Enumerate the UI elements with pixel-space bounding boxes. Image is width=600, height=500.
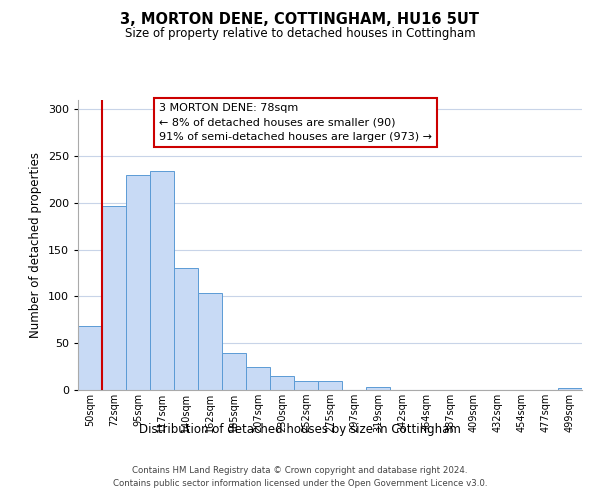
Text: 3 MORTON DENE: 78sqm
← 8% of detached houses are smaller (90)
91% of semi-detach: 3 MORTON DENE: 78sqm ← 8% of detached ho… (158, 103, 431, 142)
Bar (78, 326, 102, 390)
Bar (246, 366, 270, 390)
Text: 3, MORTON DENE, COTTINGHAM, HU16 5UT: 3, MORTON DENE, COTTINGHAM, HU16 5UT (121, 12, 479, 28)
Bar (558, 388, 582, 390)
Bar (126, 175, 150, 390)
Bar (198, 292, 222, 390)
Text: Contains HM Land Registry data © Crown copyright and database right 2024.
Contai: Contains HM Land Registry data © Crown c… (113, 466, 487, 487)
Text: Size of property relative to detached houses in Cottingham: Size of property relative to detached ho… (125, 28, 475, 40)
Bar (318, 380, 342, 390)
Bar (102, 206, 126, 390)
Bar (150, 171, 174, 390)
Bar (222, 352, 246, 390)
Bar (366, 387, 390, 390)
Text: Distribution of detached houses by size in Cottingham: Distribution of detached houses by size … (139, 422, 461, 436)
Bar (294, 380, 318, 390)
Y-axis label: Number of detached properties: Number of detached properties (29, 152, 42, 338)
Bar (270, 376, 294, 390)
Bar (174, 268, 198, 390)
